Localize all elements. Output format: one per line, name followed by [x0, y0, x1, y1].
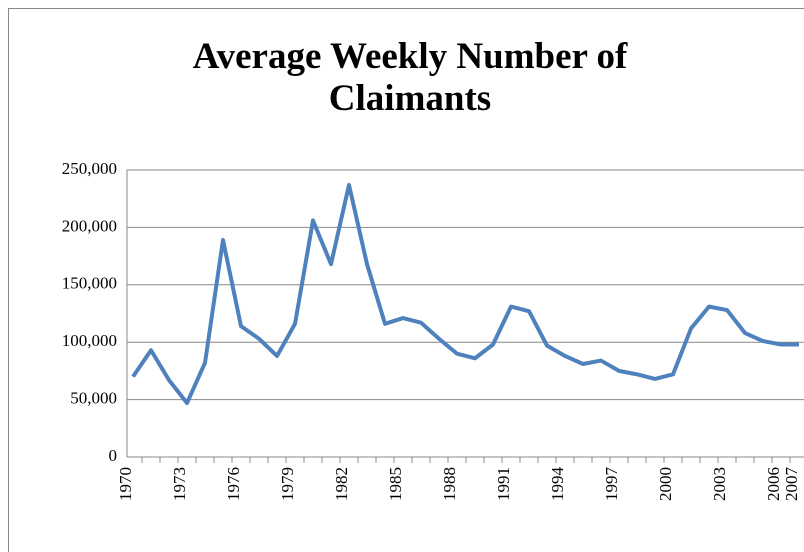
x-tick-label: 1985: [386, 467, 405, 501]
x-tick-label: 2006: [764, 467, 783, 501]
x-tick-label: 1976: [224, 467, 243, 501]
line-series: [131, 182, 799, 406]
chart-border: [8, 8, 804, 552]
y-tick-label: 200,000: [62, 216, 117, 235]
x-tick-label: 1973: [170, 467, 189, 501]
y-tick-label: 100,000: [62, 331, 117, 350]
x-tick-label: 1970: [116, 467, 135, 501]
x-tick-label: 1994: [548, 467, 567, 502]
x-tick-label: 1991: [494, 467, 513, 501]
y-tick-label: 250,000: [62, 159, 117, 178]
x-tick-label: 1979: [278, 467, 297, 501]
y-tick-label: 0: [109, 446, 118, 465]
x-tick-label: 1988: [440, 467, 459, 501]
x-tick-label: 1982: [332, 467, 351, 501]
x-tick-label: 2003: [710, 467, 729, 501]
x-tick-label: 2007: [782, 467, 801, 502]
x-tick-label: 1997: [602, 467, 621, 502]
x-tick-label: 2000: [656, 467, 675, 501]
y-tick-label: 150,000: [62, 274, 117, 293]
chart-title: Average Weekly Number of Claimants: [192, 36, 628, 119]
y-tick-label: 50,000: [70, 389, 117, 408]
